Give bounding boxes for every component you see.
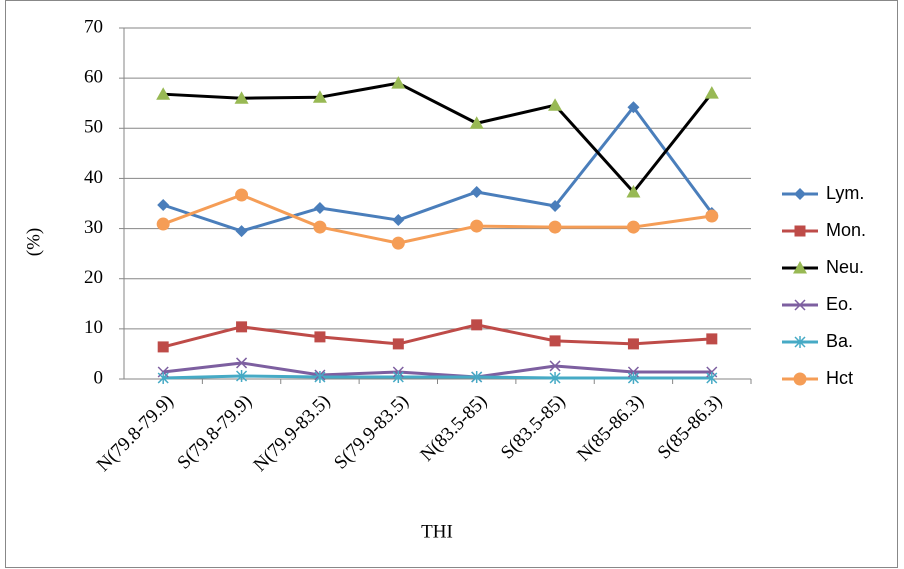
- marker: [627, 101, 640, 114]
- marker: [548, 220, 562, 234]
- marker: [312, 90, 327, 103]
- marker: [549, 360, 561, 372]
- x-axis-title: THI: [421, 521, 453, 542]
- marker: [236, 357, 248, 369]
- y-tick-label: 20: [84, 267, 103, 288]
- chart-border: [5, 0, 898, 568]
- marker: [626, 184, 641, 198]
- legend-label: Eo.: [826, 294, 853, 314]
- marker: [794, 225, 806, 237]
- legend-label: Hct: [826, 368, 853, 388]
- marker: [793, 261, 807, 274]
- marker: [706, 333, 718, 345]
- marker: [548, 98, 563, 111]
- series-line: [162, 193, 713, 245]
- y-axis-title: (%): [23, 228, 44, 256]
- marker: [470, 219, 484, 233]
- marker: [471, 370, 483, 383]
- marker: [392, 214, 405, 227]
- series-line: [162, 105, 714, 233]
- y-tick-label: 70: [84, 16, 103, 37]
- marker: [314, 331, 326, 343]
- legend-label: Ba.: [826, 331, 853, 351]
- y-tick-label: 60: [84, 67, 103, 88]
- marker: [705, 209, 719, 223]
- marker: [627, 338, 639, 350]
- y-tick-label: 0: [94, 367, 104, 388]
- marker: [157, 371, 169, 384]
- marker: [392, 338, 404, 350]
- marker: [794, 188, 806, 200]
- marker: [470, 185, 483, 198]
- legend-label: Mon.: [826, 220, 866, 240]
- marker: [314, 370, 326, 383]
- marker: [156, 217, 170, 231]
- series-line: [162, 323, 712, 349]
- marker: [392, 370, 404, 383]
- marker: [706, 371, 718, 384]
- legend-label: Neu.: [826, 257, 864, 277]
- marker: [313, 220, 327, 234]
- y-tick-label: 40: [84, 167, 103, 188]
- marker: [391, 76, 406, 89]
- marker: [549, 200, 562, 213]
- marker: [794, 299, 806, 311]
- marker: [156, 87, 171, 100]
- marker: [704, 86, 719, 99]
- legend-label: Lym.: [826, 183, 864, 203]
- marker: [313, 202, 326, 215]
- series-line: [163, 361, 712, 379]
- marker: [793, 372, 807, 386]
- marker: [157, 341, 169, 353]
- y-tick-label: 50: [84, 117, 103, 138]
- marker: [391, 236, 405, 250]
- marker: [234, 91, 249, 104]
- marker: [794, 336, 806, 348]
- marker: [627, 371, 639, 384]
- series-line: [163, 81, 713, 194]
- marker: [549, 335, 561, 347]
- y-tick-label: 30: [84, 217, 103, 238]
- marker: [236, 321, 248, 333]
- marker: [469, 116, 484, 129]
- marker: [236, 369, 248, 382]
- marker: [235, 188, 249, 202]
- marker: [471, 319, 483, 331]
- marker: [549, 371, 561, 384]
- marker: [235, 225, 248, 238]
- series-line: [163, 374, 712, 380]
- marker: [157, 199, 170, 212]
- marker: [626, 220, 640, 234]
- y-tick-label: 10: [84, 317, 103, 338]
